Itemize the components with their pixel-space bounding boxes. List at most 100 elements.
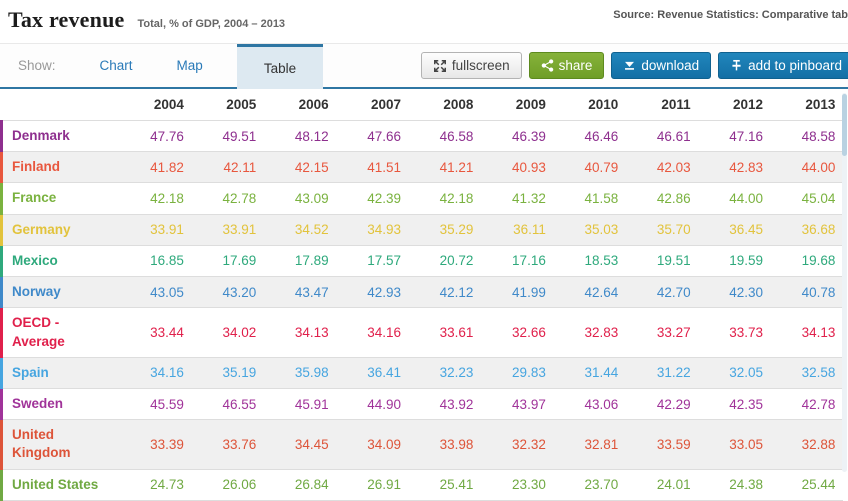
value-cell: 24.01	[656, 477, 691, 493]
year-column-header: 2009	[481, 89, 554, 121]
tax-revenue-table: 2004 2005 2006 2007 2008 2009 2010 2011 2012 2013…	[0, 89, 844, 501]
page-title: Tax revenue	[8, 7, 125, 32]
table-row: Germany 33.91 33.91 34.52 34.93 35.29 36.11 35.…	[0, 214, 844, 246]
value-cell: 46.46	[584, 128, 619, 144]
value-cell: 42.29	[656, 396, 691, 412]
value-cell: 32.05	[729, 365, 764, 381]
tab-map[interactable]: Map	[176, 58, 203, 73]
value-cell: 36.68	[801, 222, 836, 238]
country-label: United Kingdom	[0, 419, 120, 470]
value-cell: 46.39	[512, 128, 546, 144]
value-cell: 36.45	[729, 222, 764, 238]
value-cell: 19.68	[801, 253, 836, 269]
value-cell: 26.84	[294, 477, 329, 493]
table-row: United Kingdom 33.39 33.76 34.45 34.09 33.98 3…	[0, 419, 844, 470]
value-cell: 44.90	[367, 396, 402, 412]
value-cell: 24.38	[729, 477, 764, 493]
value-cell: 33.05	[729, 436, 764, 452]
value-cell: 45.91	[294, 396, 329, 412]
tab-table[interactable]: Table	[236, 44, 324, 89]
year-column-header: 2012	[698, 89, 772, 121]
value-cell: 40.93	[512, 159, 546, 175]
value-cell: 34.16	[150, 365, 184, 381]
value-cell: 32.81	[584, 436, 619, 452]
value-cell: 42.93	[367, 284, 402, 300]
value-cell: 25.44	[801, 477, 836, 493]
source-note: Source: Revenue Statistics: Comparative …	[613, 9, 848, 21]
value-cell: 44.00	[729, 191, 764, 207]
value-cell: 34.09	[367, 436, 402, 452]
value-cell: 33.39	[150, 436, 184, 452]
value-cell: 43.97	[512, 396, 546, 412]
value-cell: 29.83	[512, 365, 546, 381]
value-cell: 18.53	[584, 253, 619, 269]
value-cell: 17.57	[367, 253, 402, 269]
value-cell: 34.93	[367, 222, 402, 238]
share-button[interactable]: share	[528, 52, 605, 79]
value-cell: 42.15	[294, 159, 329, 175]
value-cell: 33.44	[150, 325, 184, 341]
table-body: Denmark 47.76 49.51 48.12 47.66 46.58 46.39 46.…	[0, 120, 844, 501]
value-cell: 33.91	[222, 222, 257, 238]
value-cell: 42.18	[150, 191, 184, 207]
value-cell: 40.79	[584, 159, 619, 175]
tab-chart[interactable]: Chart	[99, 58, 133, 73]
value-cell: 34.16	[367, 325, 402, 341]
value-cell: 33.27	[656, 325, 691, 341]
table-row: United States 24.73 26.06 26.84 26.91 25.41 23…	[0, 469, 844, 501]
table-row: Norway 43.05 43.20 43.47 42.93 42.12 41.99 42.6…	[0, 276, 844, 308]
value-cell: 32.32	[512, 436, 546, 452]
country-label: Sweden	[0, 388, 120, 420]
value-cell: 41.99	[512, 284, 546, 300]
pin-icon	[730, 59, 743, 72]
value-cell: 33.76	[222, 436, 257, 452]
value-cell: 32.88	[801, 436, 836, 452]
table-row: Mexico 16.85 17.69 17.89 17.57 20.72 17.16 18.5…	[0, 245, 844, 277]
value-cell: 20.72	[439, 253, 474, 269]
scrollbar-thumb[interactable]	[842, 94, 847, 156]
value-cell: 25.41	[439, 477, 474, 493]
value-cell: 43.92	[439, 396, 474, 412]
year-column-header: 2005	[191, 89, 265, 121]
value-cell: 33.59	[656, 436, 691, 452]
year-column-header: 2011	[626, 89, 699, 121]
fullscreen-button[interactable]: fullscreen	[420, 52, 522, 79]
page-subtitle: Total, % of GDP, 2004 – 2013	[137, 18, 286, 30]
value-cell: 19.51	[656, 253, 691, 269]
vertical-scrollbar[interactable]	[842, 93, 847, 472]
value-cell: 24.73	[150, 477, 184, 493]
value-cell: 48.58	[801, 128, 836, 144]
value-cell: 42.83	[729, 159, 764, 175]
value-cell: 42.18	[439, 191, 474, 207]
value-cell: 41.51	[367, 159, 402, 175]
country-label: Finland	[0, 151, 120, 183]
value-cell: 16.85	[150, 253, 184, 269]
value-cell: 32.58	[801, 365, 836, 381]
value-cell: 42.39	[367, 191, 402, 207]
value-cell: 47.66	[367, 128, 402, 144]
corner-cell	[1, 89, 120, 121]
download-button[interactable]: download	[611, 52, 712, 79]
value-cell: 17.16	[512, 253, 546, 269]
value-cell: 42.64	[584, 284, 619, 300]
value-cell: 42.78	[222, 191, 257, 207]
value-cell: 46.61	[656, 128, 691, 144]
add-to-pinboard-button[interactable]: add to pinboard	[718, 52, 848, 79]
toolbar-buttons: fullscreen share download	[420, 52, 848, 79]
value-cell: 17.89	[294, 253, 329, 269]
value-cell: 33.98	[439, 436, 474, 452]
year-column-header: 2010	[553, 89, 627, 121]
country-label: OECD - Average	[0, 307, 120, 358]
country-label: United States	[0, 469, 120, 501]
view-toolbar: Show: Chart Map Table fullscreen	[0, 44, 848, 89]
value-cell: 32.83	[584, 325, 619, 341]
country-label: Mexico	[0, 245, 120, 277]
value-cell: 44.00	[801, 159, 836, 175]
value-cell: 42.35	[729, 396, 764, 412]
value-cell: 43.05	[150, 284, 184, 300]
value-cell: 47.16	[729, 128, 764, 144]
value-cell: 43.09	[294, 191, 329, 207]
page-header: Tax revenue Total, % of GDP, 2004 – 2013…	[0, 0, 848, 44]
year-column-header: 2008	[409, 89, 482, 121]
value-cell: 40.78	[801, 284, 836, 300]
